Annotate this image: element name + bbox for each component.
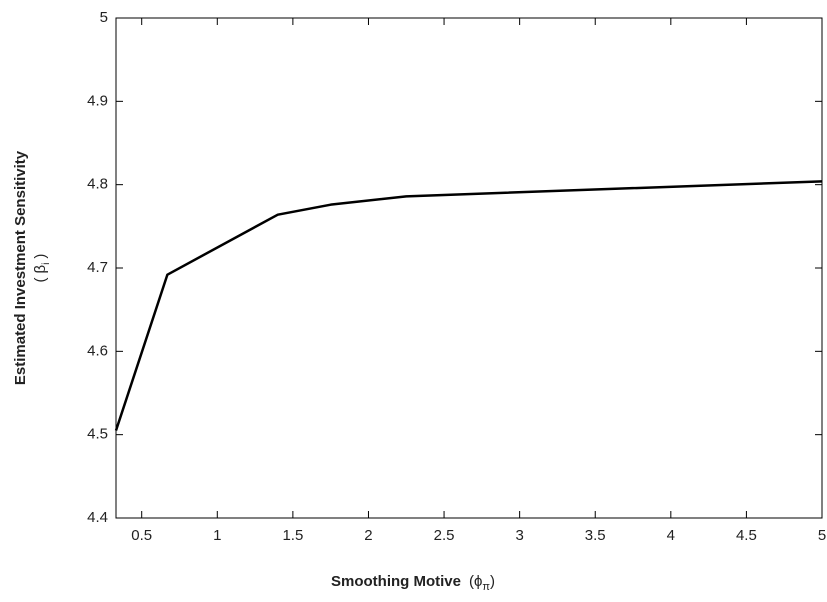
x-tick-label: 5: [818, 527, 826, 544]
y-tick-label: 4.5: [87, 426, 108, 443]
y-tick-label: 4.9: [87, 92, 108, 109]
line: [114, 180, 823, 431]
x-tick-label: 3.5: [585, 527, 606, 544]
y-tick-label: 4.4: [87, 509, 108, 526]
x-tick-label: 4: [667, 527, 675, 544]
y-tick-label: 4.8: [87, 176, 108, 193]
x-axis-label: Smoothing Motive (ϕπ): [331, 573, 495, 593]
y-axis-label: Estimated Investment Sensitivity: [12, 150, 29, 385]
y-tick-label: 4.7: [87, 259, 108, 276]
x-tick-label: 1: [213, 527, 221, 544]
y-tick-label: 5: [100, 9, 108, 26]
x-tick-label: 1.5: [282, 527, 303, 544]
x-tick-label: 0.5: [131, 527, 152, 544]
y-tick-label: 4.6: [87, 342, 108, 359]
x-tick-label: 4.5: [736, 527, 757, 544]
x-tick-label: 3: [515, 527, 523, 544]
plot-frame: [115, 17, 823, 519]
x-tick-label: 2: [364, 527, 372, 544]
x-tick-label: 2.5: [434, 527, 455, 544]
y-axis-label-symbol: (βi): [32, 254, 52, 283]
